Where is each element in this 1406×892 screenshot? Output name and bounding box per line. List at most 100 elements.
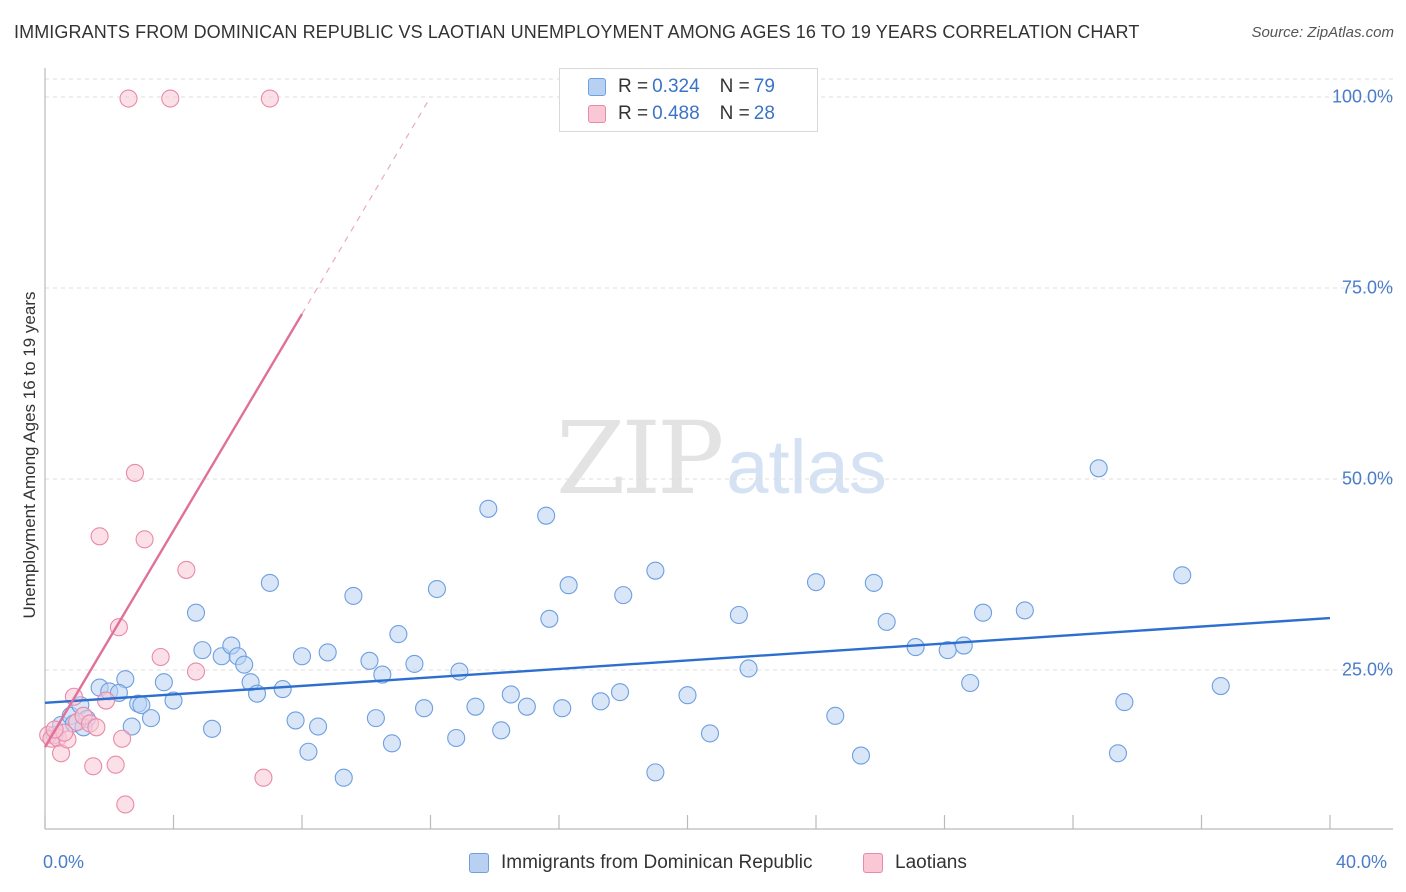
- data-point-dominican: [389, 625, 408, 644]
- data-point-dominican: [447, 728, 466, 748]
- data-point-dominican: [450, 662, 469, 681]
- watermark-zip: ZIP: [556, 400, 724, 517]
- y-tick-label-50: 50.0%: [1341, 468, 1393, 489]
- data-point-laotian: [260, 89, 279, 108]
- data-point-laotian: [90, 527, 109, 546]
- data-point-dominican: [318, 643, 337, 662]
- legend-row-laotian: R = 0.488 N = 28: [588, 101, 775, 127]
- data-point-dominican: [154, 673, 173, 692]
- source-label: Source: ZipAtlas.com: [1251, 24, 1394, 41]
- bottom-legend-label-dominican: Immigrants from Dominican Republic: [501, 852, 813, 873]
- data-point-dominican: [729, 605, 748, 625]
- data-point-dominican: [1115, 693, 1134, 712]
- data-point-dominican: [559, 576, 578, 595]
- data-point-dominican: [203, 719, 222, 738]
- data-point-laotian: [96, 691, 116, 710]
- data-point-dominican: [427, 579, 446, 599]
- data-point-dominican: [235, 655, 254, 674]
- legend-r-value-dominican: 0.324: [652, 76, 700, 97]
- data-point-dominican: [1108, 744, 1128, 763]
- data-point-dominican: [1173, 566, 1192, 585]
- data-point-dominican: [646, 763, 665, 782]
- data-point-dominican: [1089, 459, 1108, 478]
- data-point-dominican: [826, 706, 845, 725]
- legend-n-label: N =: [719, 103, 750, 124]
- bottom-legend-label-laotian: Laotians: [895, 852, 967, 873]
- data-point-dominican: [1211, 676, 1230, 696]
- data-point-dominican: [614, 586, 633, 605]
- data-point-dominican: [678, 686, 697, 705]
- data-point-laotian: [119, 89, 138, 108]
- y-tick-label-25: 25.0%: [1341, 659, 1393, 680]
- legend-n-label: N =: [719, 76, 750, 97]
- data-point-laotian: [113, 729, 132, 748]
- data-point-dominican: [806, 573, 826, 592]
- data-point-dominican: [373, 665, 392, 684]
- data-point-dominican: [610, 683, 630, 702]
- data-point-laotian: [87, 718, 106, 737]
- data-point-dominican: [299, 742, 318, 761]
- legend-r-label: R =: [618, 76, 649, 97]
- data-point-dominican: [540, 609, 559, 628]
- y-axis-label: Unemployment Among Ages 16 to 19 years: [20, 291, 39, 619]
- data-point-dominican: [1015, 601, 1034, 620]
- data-point-dominican: [954, 636, 973, 655]
- data-point-laotian: [161, 89, 180, 108]
- bottom-legend-swatch-laotian: [863, 853, 883, 873]
- data-point-dominican: [864, 573, 883, 592]
- data-point-dominican: [517, 697, 536, 716]
- data-point-dominican: [164, 691, 183, 710]
- data-point-dominican: [466, 697, 485, 716]
- data-point-dominican: [646, 561, 665, 580]
- y-tick-label-100: 100.0%: [1331, 86, 1393, 107]
- data-point-dominican: [906, 638, 925, 657]
- legend-n-value-laotian: 28: [753, 103, 775, 124]
- data-point-dominican: [877, 612, 896, 631]
- data-point-dominican: [141, 709, 161, 728]
- data-point-dominican: [193, 641, 212, 660]
- data-point-laotian: [116, 795, 135, 814]
- data-point-dominican: [973, 603, 993, 622]
- data-point-dominican: [286, 711, 305, 730]
- x-tick-label-max: 40.0%: [1336, 852, 1388, 872]
- data-point-dominican: [479, 499, 498, 518]
- data-point-dominican: [961, 673, 980, 693]
- data-point-dominican: [415, 699, 434, 718]
- data-point-laotian: [151, 647, 170, 667]
- data-point-dominican: [537, 506, 556, 525]
- data-point-dominican: [273, 680, 292, 699]
- data-point-laotian: [254, 768, 273, 787]
- y-tick-label-75: 75.0%: [1341, 277, 1393, 298]
- legend-swatch-dominican: [588, 78, 606, 96]
- bottom-legend-laotian: Laotians: [863, 852, 967, 874]
- data-point-dominican: [382, 734, 402, 753]
- x-tick-label-min: 0.0%: [43, 852, 85, 872]
- chart-title: IMMIGRANTS FROM DOMINICAN REPUBLIC VS LA…: [14, 22, 1140, 42]
- data-point-dominican: [700, 724, 720, 743]
- correlation-legend: R = 0.324 N = 79 R = 0.488 N = 28: [559, 68, 818, 132]
- data-point-dominican: [360, 651, 379, 670]
- legend-r-label: R =: [618, 103, 649, 124]
- legend-row-dominican: R = 0.324 N = 79: [588, 74, 775, 100]
- data-point-dominican: [334, 768, 353, 787]
- data-point-dominican: [492, 721, 511, 740]
- legend-n-value-dominican: 79: [753, 76, 775, 97]
- data-point-laotian: [84, 757, 103, 776]
- bottom-legend-swatch-dominican: [469, 853, 489, 873]
- data-point-laotian: [125, 463, 144, 482]
- data-point-dominican: [591, 692, 610, 711]
- data-point-dominican: [501, 685, 520, 704]
- data-point-dominican: [851, 746, 871, 765]
- data-point-dominican: [309, 717, 328, 736]
- data-point-laotian: [186, 662, 206, 681]
- data-point-laotian: [106, 755, 125, 774]
- data-point-dominican: [292, 647, 312, 666]
- data-point-dominican: [260, 573, 279, 592]
- trend-line-extension-laotian: [301, 96, 432, 315]
- watermark: ZIPatlas: [556, 400, 887, 517]
- data-point-dominican: [344, 586, 363, 605]
- data-point-laotian: [177, 560, 196, 579]
- bottom-legend-dominican: Immigrants from Dominican Republic: [469, 852, 813, 874]
- legend-r-value-laotian: 0.488: [652, 103, 700, 124]
- legend-swatch-laotian: [588, 105, 606, 123]
